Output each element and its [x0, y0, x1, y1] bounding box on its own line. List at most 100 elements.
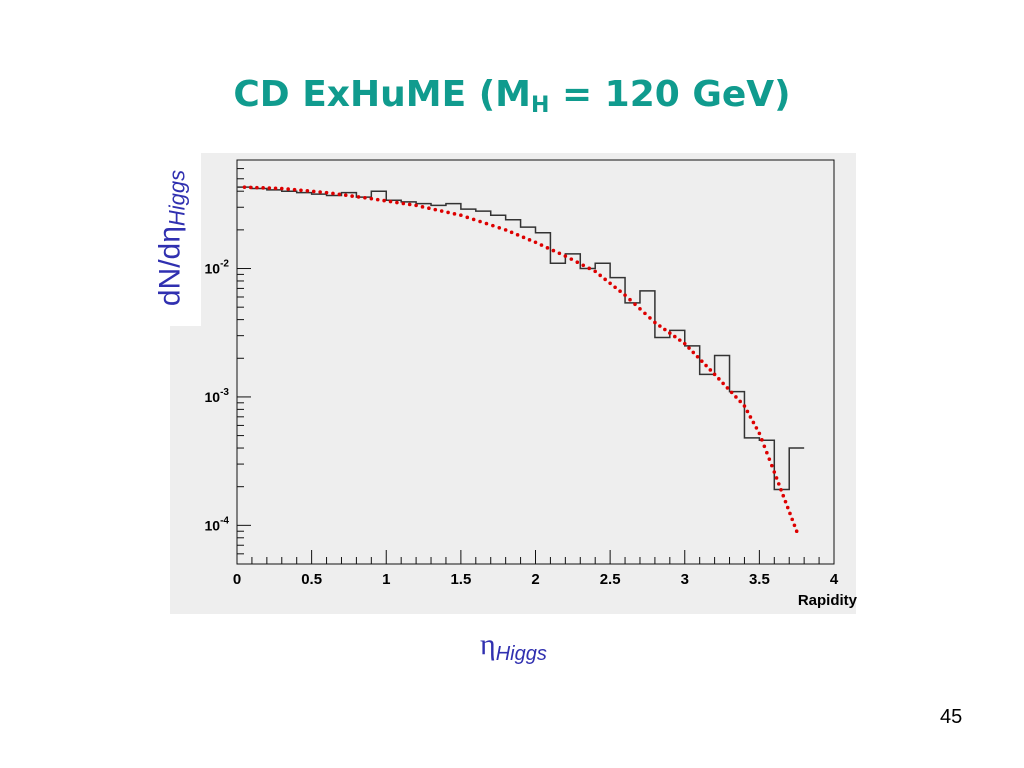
x-tick-label: 2.5 [600, 571, 621, 588]
x-label-main: η [480, 628, 496, 661]
fit-dot [788, 511, 792, 516]
fit-dot [356, 195, 361, 199]
fit-dot [691, 350, 696, 355]
fit-dot [452, 212, 457, 216]
fit-dot [754, 426, 759, 430]
fit-dot [790, 517, 795, 522]
fit-dot [273, 186, 278, 191]
fit-dot [638, 307, 642, 311]
fit-dot [331, 191, 335, 196]
fit-dot [395, 200, 399, 205]
fit-dot [762, 444, 767, 449]
x-tick-label: 1 [382, 571, 390, 588]
fit-point [563, 254, 568, 258]
fit-point [772, 470, 777, 474]
fit-dot [781, 493, 786, 498]
slide-title: CD ExHuME (MH = 120 GeV) [0, 74, 1024, 118]
fit-dot [613, 285, 617, 290]
x-tick-label: 0.5 [301, 571, 322, 588]
axis-ticks [236, 159, 835, 565]
x-tick-labels: 0 0.5 1 1.5 2 2.5 3 3.5 4 [233, 571, 839, 588]
x-tick-label: 2 [531, 571, 539, 588]
fit-dot [575, 260, 580, 264]
fit-dot [745, 409, 750, 414]
y-label-subscript: Higgs [164, 169, 190, 227]
x-tick-label: 4 [830, 571, 839, 588]
fit-point [369, 196, 374, 201]
fit-dot [267, 186, 272, 190]
fit-dot [717, 377, 721, 381]
fit-dot [695, 354, 700, 359]
fit-dot [725, 386, 730, 390]
fit-dot [779, 488, 783, 492]
fit-point [414, 203, 418, 208]
y-label-main: dN/dη [153, 226, 187, 307]
fit-dot [363, 195, 367, 200]
fit-dot [375, 197, 380, 202]
fit-dot [509, 230, 514, 235]
fit-dot [770, 463, 774, 468]
fit-dot [311, 189, 316, 194]
fit-dot [658, 324, 662, 328]
histogram-series [237, 186, 805, 491]
fit-dot [785, 505, 790, 510]
y-tick-label: 10-2 [205, 259, 230, 277]
fit-point [623, 293, 627, 297]
fit-dot [484, 221, 489, 226]
fit-dot [427, 206, 431, 211]
fit-dot [643, 311, 647, 316]
fit-point [682, 341, 687, 346]
fit-dot [401, 201, 406, 206]
fit-dot [704, 363, 708, 368]
fit-point [794, 529, 799, 534]
fit-dot [248, 185, 253, 190]
fit-dot [292, 187, 297, 192]
fit-dot [792, 523, 797, 528]
fit-dot [465, 215, 470, 220]
fit-dot [648, 316, 652, 320]
chart-frame-background [170, 153, 856, 614]
fit-dot [343, 193, 348, 198]
fit-dot [700, 359, 704, 363]
fit-point [279, 186, 284, 191]
fit-dot [497, 225, 502, 230]
fit-dot [318, 190, 322, 194]
slide-title-tail: = 120 GeV) [549, 74, 791, 115]
fit-point [593, 269, 597, 274]
fit-dot [751, 420, 756, 425]
fit-dot [633, 302, 637, 307]
fit-dot [783, 499, 788, 504]
fit-point [242, 185, 247, 189]
x-tick-label: 3 [681, 571, 689, 588]
y-tick-labels: 10-4 10-3 10-2 [205, 259, 230, 534]
fit-dot [350, 194, 354, 198]
fit-dot [255, 185, 259, 190]
fit-dot [521, 235, 526, 240]
fit-dot [545, 246, 550, 250]
fit-dot [581, 263, 586, 268]
fit-dot [734, 395, 738, 399]
fit-dot [407, 202, 412, 207]
fit-point [324, 190, 329, 195]
fit-dot [767, 457, 772, 461]
fit-dot [446, 210, 450, 215]
fit-dot [677, 338, 682, 342]
fit-dot [587, 266, 592, 271]
fit-dot [388, 199, 393, 204]
fit-dot [557, 251, 562, 256]
slide-title-main: CD ExHuME (M [233, 74, 531, 115]
x-axis-label: Rapidity [798, 592, 858, 609]
fit-dot [598, 273, 602, 278]
fit-dot [261, 186, 265, 190]
fit-dot [439, 209, 444, 213]
fit-dot [382, 198, 386, 203]
fit-dot [628, 297, 632, 302]
x-tick-label: 0 [233, 571, 241, 588]
fit-point [757, 431, 762, 436]
fit-dot [286, 187, 290, 191]
fit-dot [420, 205, 425, 209]
fit-dot [673, 334, 677, 339]
fit-dot [748, 415, 753, 419]
fit-dot [539, 243, 544, 247]
slide-y-axis-label: dN/dηHiggs [154, 170, 191, 306]
